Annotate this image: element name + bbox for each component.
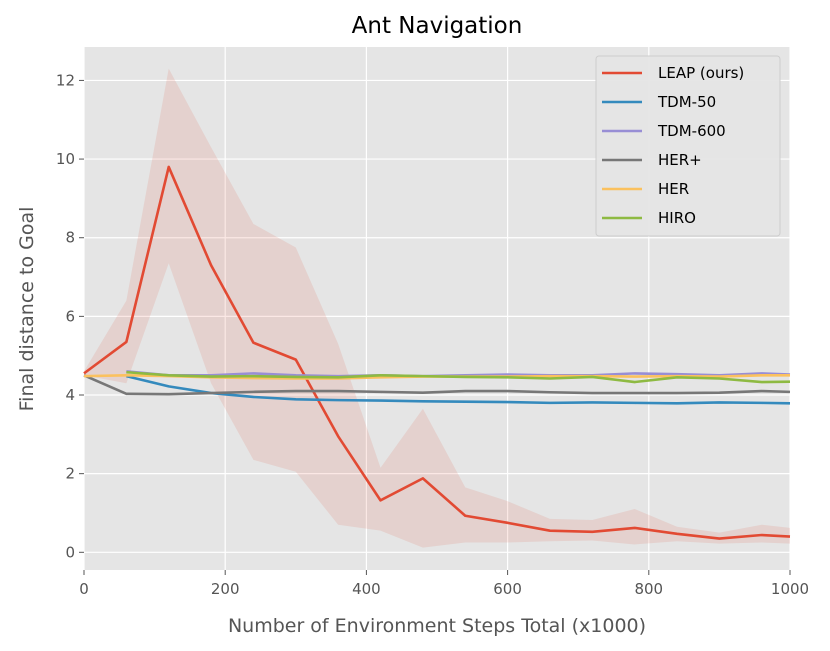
x-axis-ticks: 0 200 400 600 800 1000	[79, 570, 809, 598]
series-lines	[83, 165, 791, 540]
y-axis-ticks: 0 2 4 6 8 10 12	[56, 71, 84, 561]
series-line-hiro	[126, 370, 791, 384]
y-tick-label: 2	[65, 465, 75, 483]
confidence-bands	[84, 68, 790, 548]
x-axis-label: Number of Environment Steps Total (x1000…	[228, 615, 646, 637]
y-axis-label: Final distance to Goal	[16, 207, 38, 412]
y-tick-label: 8	[65, 229, 75, 247]
y-tick-label: 10	[56, 150, 75, 168]
series-line-leap-ours	[83, 165, 791, 540]
x-tick-label: 1000	[771, 580, 809, 598]
series-line-her	[83, 374, 791, 396]
series-line-tdm-50	[126, 374, 791, 405]
grid-lines	[83, 47, 791, 570]
y-tick-label: 6	[65, 307, 75, 325]
legend-label: LEAP (ours)	[658, 64, 744, 82]
legend-label: HER+	[658, 151, 702, 169]
x-tick-label: 800	[634, 580, 663, 598]
legend-label: HIRO	[658, 209, 696, 227]
legend-items: LEAP (ours) TDM-50 TDM-600 HER+ HER HIRO	[602, 64, 744, 227]
x-tick-label: 0	[79, 580, 89, 598]
x-tick-label: 400	[352, 580, 381, 598]
legend-label: HER	[658, 180, 689, 198]
band-leap-ours	[84, 68, 790, 548]
legend: LEAP (ours) TDM-50 TDM-600 HER+ HER HIRO	[595, 55, 781, 237]
chart-title: Ant Navigation	[352, 13, 523, 39]
y-tick-label: 12	[56, 71, 75, 89]
x-tick-label: 600	[493, 580, 522, 598]
x-tick-label: 200	[211, 580, 240, 598]
legend-label: TDM-50	[657, 93, 716, 111]
legend-label: TDM-600	[657, 122, 726, 140]
y-tick-label: 4	[65, 386, 75, 404]
y-tick-label: 0	[65, 543, 75, 561]
